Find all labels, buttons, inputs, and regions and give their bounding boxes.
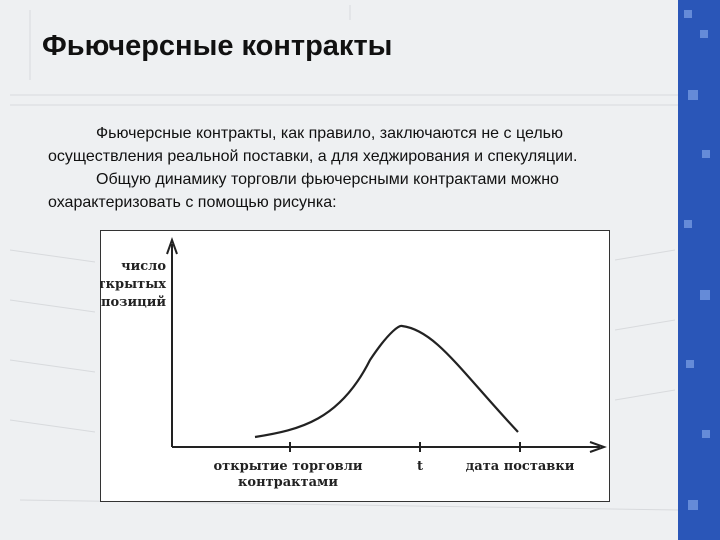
figure-frame xyxy=(100,230,610,502)
body-text: Фьючерсные контракты, как правило, заклю… xyxy=(48,122,668,214)
paragraph: Фьючерсные контракты, как правило, заклю… xyxy=(48,125,578,165)
axes xyxy=(166,237,607,453)
y-label: число xyxy=(121,259,166,274)
title: Фьючерсные контракты xyxy=(42,30,393,62)
x-label: t xyxy=(417,459,423,474)
x-label: контрактами xyxy=(238,475,338,490)
x-label: дата поставки xyxy=(466,459,575,474)
curve xyxy=(254,324,519,439)
paragraph: Общую динамику торговли фьючерсными конт… xyxy=(48,171,559,211)
y-label: позиций xyxy=(101,295,166,310)
x-label: открытие торговли xyxy=(213,459,362,474)
